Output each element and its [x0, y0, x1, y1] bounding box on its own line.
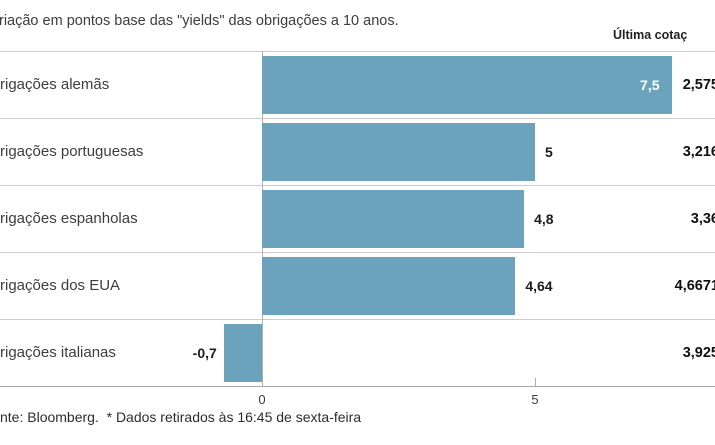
bar	[262, 190, 525, 249]
x-axis-tick-label: 5	[531, 392, 539, 407]
chart-title: riação em pontos base das "yields" das o…	[0, 13, 399, 29]
bar	[223, 324, 262, 383]
x-axis-tick-mark	[535, 378, 536, 386]
last-quote-value: 4,6671	[674, 277, 715, 294]
category-label: rigações portuguesas	[0, 143, 144, 161]
row-separator	[0, 319, 715, 320]
row-separator	[0, 185, 715, 186]
bar	[262, 56, 672, 114]
bar	[262, 257, 516, 316]
x-axis-tick-label: 0	[258, 392, 266, 407]
bar-value-label: 5	[545, 143, 553, 160]
last-quote-value: 3,216	[682, 143, 715, 160]
bar-value-label: 4,8	[534, 210, 554, 227]
last-quote-value: 3,925	[682, 344, 715, 361]
source-note: nte: Bloomberg. * Dados retirados às 16:…	[0, 409, 362, 425]
bar	[262, 123, 535, 182]
category-label: rigações dos EUA	[0, 277, 121, 295]
category-label: rigações espanholas	[0, 210, 138, 228]
last-quote-value: 3,36	[690, 210, 715, 227]
row-separator	[0, 118, 715, 119]
last-quote-column-header: Última cotaç	[613, 28, 688, 42]
row-separator	[0, 252, 715, 253]
last-quote-value: 2,575	[682, 76, 715, 93]
chart-top-border	[0, 51, 715, 52]
category-label: rigações alemãs	[0, 76, 110, 94]
category-label: rigações italianas	[0, 344, 116, 362]
bar-value-label: 4,64	[525, 277, 553, 294]
x-axis-line	[0, 386, 715, 387]
bar-value-label: 7,5	[640, 76, 660, 93]
bar-value-label: -0,7	[192, 344, 217, 361]
